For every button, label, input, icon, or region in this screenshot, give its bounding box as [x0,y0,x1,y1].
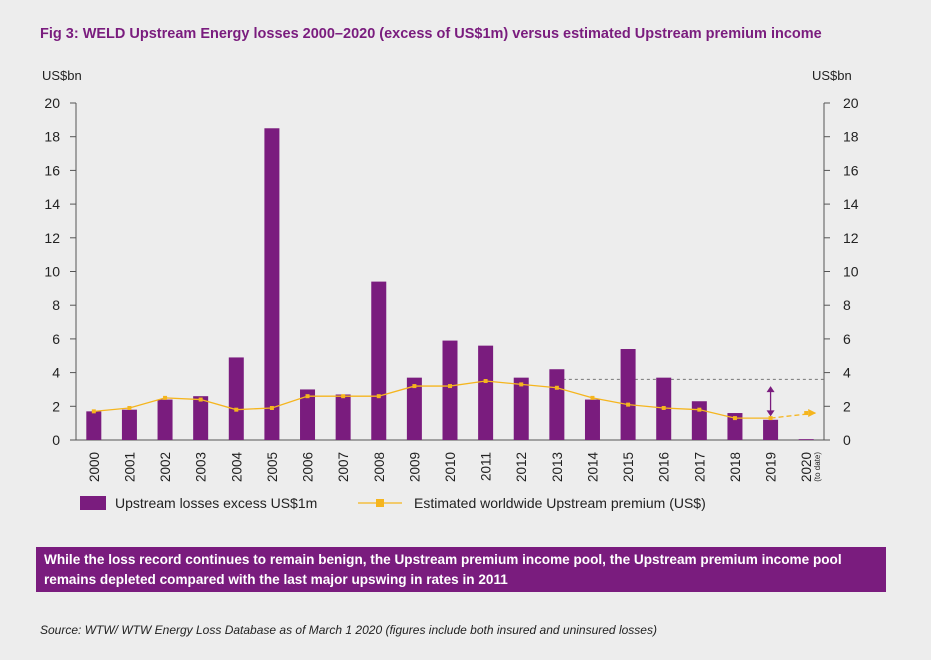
premium-point-2009 [412,384,417,389]
y-tick-label-right: 0 [843,432,851,448]
x-tick-label-2000: 2000 [87,452,102,482]
bar-2012 [513,377,529,440]
y-tick-label-right: 12 [843,230,859,246]
y-tick-label-right: 10 [843,264,859,280]
bar-2015 [620,349,636,440]
y-unit-label-right: US$bn [812,68,852,83]
premium-point-2000 [91,409,96,414]
x-tick-label-2018: 2018 [728,452,743,482]
premium-point-2015 [626,402,631,407]
bar-2001 [121,409,137,440]
y-tick-label-left: 2 [52,398,60,414]
bar-2018 [727,413,743,440]
bar-2004 [228,357,244,440]
bar-2008 [371,281,387,440]
legend-label-bars: Upstream losses excess US$1m [115,495,317,511]
premium-point-2010 [448,384,452,389]
bar-2020 [798,439,814,440]
x-tick-label-2004: 2004 [229,452,244,483]
bar-2009 [406,377,422,440]
source-note: Source: WTW/ WTW Energy Loss Database as… [40,623,657,637]
bar-2002 [157,399,173,440]
x-tick-label-2003: 2003 [194,452,209,482]
premium-point-2016 [661,405,666,410]
x-tick-label-2014: 2014 [585,452,600,483]
bar-2017 [691,401,707,440]
x-tick-label-2015: 2015 [621,452,636,482]
bar-line-chart: US$bn US$bn 0 0 2 2 4 4 6 6 8 8 10 10 12 12 14 14 16 16 18 18… [42,68,859,511]
x-tick-label-2011: 2011 [479,452,494,481]
premium-point-2003 [198,397,203,402]
gap-arrow-head-down [766,410,775,417]
premium-point-2001 [127,405,132,410]
legend-swatch-marker [376,499,384,507]
x-tick-label-2005: 2005 [265,452,280,482]
gap-arrow-head-up [766,386,775,393]
y-unit-label-left: US$bn [42,68,82,83]
x-tick-label-2020: 2020 [799,452,814,482]
bar-2014 [584,399,600,440]
bar-2005 [264,128,280,440]
y-tick-label-right: 20 [843,95,859,111]
y-tick-label-right: 4 [843,365,851,381]
y-tick-label-left: 4 [52,365,60,381]
bar-2010 [442,340,458,440]
y-tick-label-left: 10 [44,264,60,280]
x-tick-label-2010: 2010 [443,452,458,482]
premium-projection-arrowhead [808,409,817,418]
premium-line [93,380,771,419]
premium-point-2005 [269,405,274,410]
legend-label-line: Estimated worldwide Upstream premium (US… [414,495,706,511]
premium-point-2008 [376,394,381,399]
x-tick-label-2017: 2017 [692,452,707,482]
premium-point-2014 [590,395,595,400]
x-tick-label-2016: 2016 [657,452,672,482]
legend-swatch-bars [80,496,106,510]
bar-2003 [193,396,209,440]
y-tick-label-right: 2 [843,398,851,414]
y-tick-label-left: 16 [44,162,60,178]
x-tick-label-2001: 2001 [122,452,137,482]
y-tick-label-right: 18 [843,129,859,145]
bar-2019 [763,419,779,440]
x-tick-sublabel-2020: (to date) [813,452,822,482]
y-tick-label-right: 16 [843,162,859,178]
bar-2007 [335,394,351,440]
x-tick-label-2008: 2008 [372,452,387,482]
bar-2006 [300,389,316,440]
x-tick-label-2002: 2002 [158,452,173,482]
y-tick-label-right: 14 [843,196,859,212]
bar-2011 [478,345,494,440]
callout-box: While the loss record continues to remai… [36,547,886,592]
premium-point-2019 [768,416,773,421]
premium-point-2011 [483,379,488,384]
x-tick-label-2019: 2019 [764,452,779,482]
y-tick-label-left: 0 [52,432,60,448]
bar-2013 [549,369,565,440]
premium-point-2018 [732,416,737,421]
x-tick-label-2007: 2007 [336,452,351,482]
chart-title: Fig 3: WELD Upstream Energy losses 2000–… [40,26,822,42]
bar-2000 [86,411,102,440]
y-tick-label-left: 14 [44,196,60,212]
y-tick-label-left: 12 [44,230,60,246]
y-tick-label-right: 8 [843,297,851,313]
x-tick-label-2009: 2009 [407,452,422,482]
premium-point-2002 [163,395,168,400]
premium-point-2013 [554,385,559,390]
y-tick-label-left: 20 [44,95,60,111]
x-tick-label-2006: 2006 [301,452,316,482]
premium-point-2006 [305,394,310,399]
y-tick-label-left: 18 [44,129,60,145]
y-tick-label-left: 6 [52,331,60,347]
premium-point-2004 [234,407,239,412]
premium-point-2012 [519,382,524,387]
y-tick-label-right: 6 [843,331,851,347]
premium-point-2017 [697,407,702,412]
premium-point-2020 [804,411,809,416]
premium-point-2007 [341,394,346,399]
y-tick-label-left: 8 [52,297,60,313]
x-tick-label-2012: 2012 [514,452,529,482]
x-tick-label-2013: 2013 [550,452,565,482]
